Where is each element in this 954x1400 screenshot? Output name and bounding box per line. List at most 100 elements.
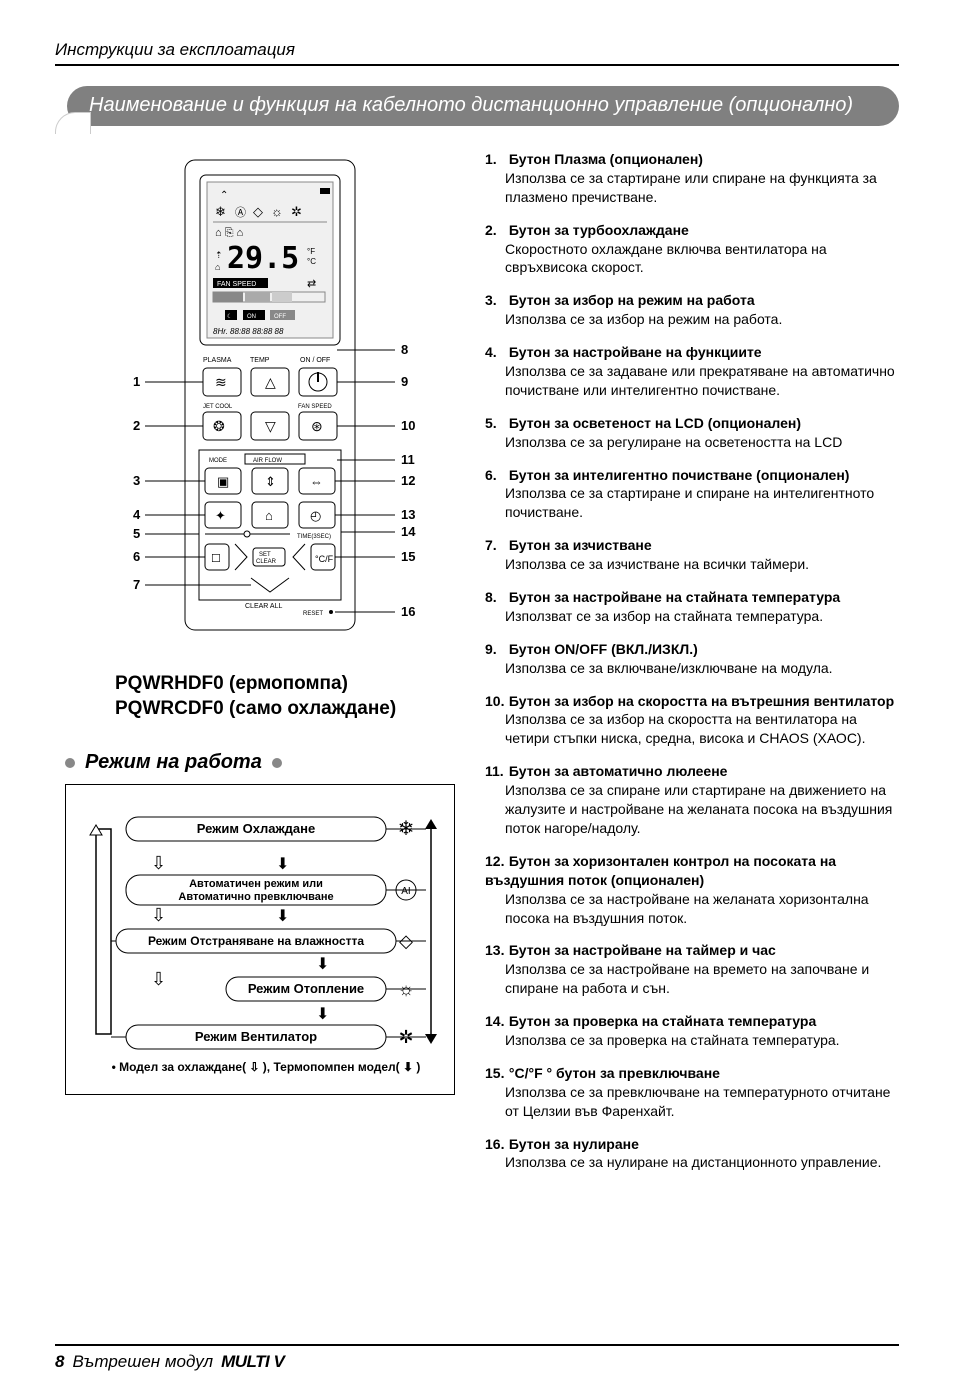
feature-title: Бутон за настройване на стайната темпера…: [509, 589, 840, 605]
svg-text:TIME(3SEC): TIME(3SEC): [297, 534, 331, 540]
svg-text:☐: ☐: [211, 553, 221, 565]
svg-text:❄: ❄: [215, 204, 226, 219]
feature-desc: Използва се за настройване на времето на…: [485, 960, 899, 998]
svg-text:3: 3: [133, 473, 140, 488]
feature-list: 1. Бутон Плазма (опционален)Използва се …: [485, 150, 899, 1172]
feature-desc: Използва се за регулиране на осветеностт…: [485, 433, 899, 452]
feature-title: Бутон за настройване на таймер и час: [509, 942, 776, 958]
svg-text:14: 14: [401, 524, 416, 539]
svg-text:❂: ❂: [213, 418, 225, 434]
mode-flowchart: ⇩ ⇩ ⇩ ⬇ ⬇ ⬇ ⬇ Режим Охлаждане ❄: [65, 784, 455, 1095]
svg-text:CLEAR: CLEAR: [256, 559, 277, 565]
svg-text:☾: ☾: [227, 313, 232, 320]
svg-text:16: 16: [401, 604, 415, 619]
list-item: 13. Бутон за настройване на таймер и час…: [485, 941, 899, 998]
remote-diagram: ⌃ ❄ Ⓐ ◇ ☼ ✲ ⌂ ⎘ ⌂ 29.5 °F °C ⇡ ⌂ FAN SPE…: [75, 150, 435, 650]
svg-text:12: 12: [401, 473, 415, 488]
svg-text:10: 10: [401, 418, 415, 433]
list-item: 2. Бутон за турбоохлажданеСкоростното ох…: [485, 221, 899, 278]
svg-text:°C/F: °C/F: [315, 554, 334, 564]
svg-text:⌃: ⌃: [220, 190, 228, 201]
svg-text:2: 2: [133, 418, 140, 433]
svg-text:⇩: ⇩: [151, 969, 166, 989]
feature-desc: Използва се за избор на режим на работа.: [485, 310, 899, 329]
svg-text:Автоматичен режим или: Автоматичен режим или: [189, 878, 323, 890]
svg-text:FAN SPEED: FAN SPEED: [217, 281, 256, 288]
feature-desc: Използва се за избор на скоростта на вен…: [485, 710, 899, 748]
bullet-icon: [272, 758, 282, 768]
list-item: 8. Бутон за настройване на стайната темп…: [485, 588, 899, 626]
model-labels: PQWRHDF0 (ермопомпа) PQWRCDF0 (само охла…: [115, 672, 455, 721]
svg-text:7: 7: [133, 577, 140, 592]
svg-text:≋: ≋: [215, 374, 227, 390]
svg-text:°C: °C: [307, 257, 316, 266]
feature-desc: Използва се за превключване на температу…: [485, 1083, 899, 1121]
feature-desc: Използва се за проверка на стайната темп…: [485, 1031, 899, 1050]
svg-text:▽: ▽: [265, 418, 276, 434]
svg-text:4: 4: [133, 507, 141, 522]
feature-title: Бутон Плазма (опционален): [509, 151, 703, 167]
bullet-icon: [65, 758, 75, 768]
svg-text:1: 1: [133, 374, 140, 389]
svg-text:✲: ✲: [291, 204, 302, 219]
feature-title: Бутон за проверка на стайната температур…: [509, 1013, 816, 1029]
feature-title: Бутон за турбоохлаждане: [509, 222, 689, 238]
svg-text:✦: ✦: [215, 508, 226, 523]
svg-text:15: 15: [401, 549, 415, 564]
page-footer: 8 Вътрешен модул MULTI V: [55, 1344, 899, 1372]
feature-title: Бутон за автоматично люлеене: [509, 763, 728, 779]
feature-desc: Използват се за избор на стайната темпер…: [485, 607, 899, 626]
svg-text:Автоматично превключване: Автоматично превключване: [178, 891, 333, 903]
footer-text: Вътрешен модул: [72, 1352, 213, 1372]
svg-text:⬇: ⬇: [276, 908, 289, 925]
feature-desc: Използва се за настройване на желаната х…: [485, 890, 899, 928]
svg-text:FAN SPEED: FAN SPEED: [298, 404, 332, 410]
feature-title: Бутон за хоризонтален контрол на посокат…: [485, 853, 836, 888]
list-item: 4. Бутон за настройване на функциитеИзпо…: [485, 343, 899, 400]
svg-text:JET COOL: JET COOL: [203, 404, 233, 410]
feature-desc: Използва се за стартиране или спиране на…: [485, 169, 899, 207]
feature-title: Бутон за осветеност на LCD (опционален): [509, 415, 801, 431]
svg-text:⬇: ⬇: [316, 956, 329, 973]
svg-text:▣: ▣: [217, 474, 229, 489]
svg-text:⇩: ⇩: [151, 905, 166, 925]
svg-text:⇕: ⇕: [265, 474, 276, 489]
svg-text:Режим Вентилатор: Режим Вентилатор: [195, 1029, 317, 1044]
list-item: 3. Бутон за избор на режим на работаИзпо…: [485, 291, 899, 329]
list-item: 11. Бутон за автоматично люлеенеИзползва…: [485, 762, 899, 838]
svg-text:°F: °F: [307, 247, 315, 256]
svg-text:8Hr. 88:88 88:88 88: 8Hr. 88:88 88:88 88: [213, 327, 284, 336]
page-header: Инструкции за експлоатация: [55, 40, 899, 66]
svg-text:⬇: ⬇: [316, 1006, 329, 1023]
section-title-bar: Наименование и функция на кабелното дист…: [55, 86, 899, 130]
svg-text:⌂: ⌂: [215, 262, 220, 272]
model-line1: PQWRHDF0 (ермопомпа): [115, 672, 455, 697]
svg-text:△: △: [265, 374, 276, 390]
tab-notch: [55, 112, 91, 134]
page-number: 8: [55, 1352, 64, 1372]
svg-text:11: 11: [401, 452, 415, 467]
svg-text:⇡: ⇡: [215, 250, 223, 260]
list-item: 10. Бутон за избор на скоростта на вътре…: [485, 692, 899, 749]
feature-desc: Използва се за спиране или стартиране на…: [485, 781, 899, 838]
svg-text:⌂ ⎘ ⌂: ⌂ ⎘ ⌂: [215, 227, 243, 239]
list-item: 16. Бутон за нулиранеИзползва се за нули…: [485, 1135, 899, 1173]
svg-text:⇔: ⇔: [310, 474, 323, 489]
svg-text:⇩: ⇩: [151, 853, 166, 873]
feature-title: Бутон за изчистване: [509, 537, 652, 553]
list-item: 12. Бутон за хоризонтален контрол на пос…: [485, 852, 899, 928]
svg-text:13: 13: [401, 507, 415, 522]
brand-logo: MULTI V: [221, 1352, 284, 1372]
svg-text:◇: ◇: [253, 204, 263, 219]
feature-title: Бутон ON/OFF (ВКЛ./ИЗКЛ.): [509, 641, 698, 657]
svg-text:5: 5: [133, 526, 140, 541]
feature-title: Бутон за избор на скоростта на вътрешния…: [509, 693, 894, 709]
feature-title: Бутон за интелигентно почистване (опцион…: [509, 467, 850, 483]
svg-text:8: 8: [401, 342, 408, 357]
feature-desc: Използва се за стартиране и спиране на и…: [485, 484, 899, 522]
list-item: 9. Бутон ON/OFF (ВКЛ./ИЗКЛ.)Използва се …: [485, 640, 899, 678]
svg-text:AI: AI: [401, 886, 410, 897]
svg-text:CLEAR ALL: CLEAR ALL: [245, 603, 282, 610]
svg-text:9: 9: [401, 374, 408, 389]
svg-text:⇄: ⇄: [307, 278, 316, 290]
